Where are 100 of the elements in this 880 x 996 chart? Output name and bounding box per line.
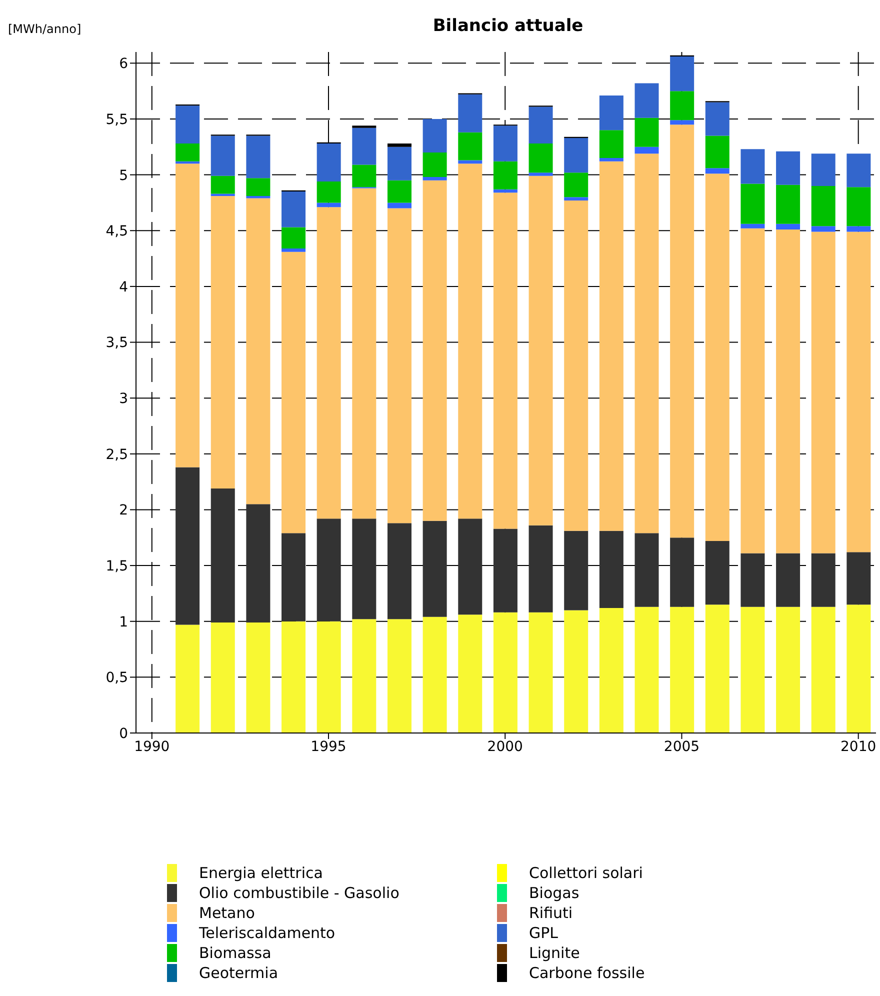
bar — [352, 128, 376, 165]
legend-label: Geotermia — [199, 964, 278, 982]
bar — [387, 208, 412, 524]
bar — [458, 94, 482, 132]
x-tick-label: 1995 — [310, 738, 346, 755]
y-tick-label: 4 — [119, 279, 128, 296]
bar — [740, 184, 765, 224]
bar — [776, 606, 800, 733]
bar — [740, 224, 765, 228]
legend-label: Biogas — [529, 884, 580, 902]
bar — [387, 146, 412, 180]
bar — [811, 154, 836, 186]
bar — [352, 518, 376, 620]
bar — [846, 552, 871, 605]
y-tick-label: 2,5 — [106, 446, 128, 463]
bar — [493, 192, 518, 529]
bar — [634, 83, 659, 118]
bar — [422, 152, 447, 178]
bar — [811, 226, 836, 232]
bar — [176, 164, 200, 468]
bar — [705, 136, 730, 168]
y-tick-label: 0,5 — [106, 670, 128, 686]
bar — [599, 530, 624, 608]
bar — [210, 196, 235, 489]
bar — [316, 518, 341, 622]
y-tick-label: 3 — [119, 391, 128, 408]
bar — [811, 186, 836, 226]
bar — [316, 202, 341, 208]
bar — [670, 56, 694, 92]
bar — [176, 144, 200, 162]
bar — [670, 91, 694, 120]
legend-label: Olio combustibile - Gasolio — [199, 884, 400, 902]
y-tick-label: 5,5 — [106, 112, 128, 128]
bar — [670, 606, 694, 733]
bar — [387, 523, 412, 620]
bar — [422, 177, 447, 180]
bar — [387, 202, 412, 208]
bar — [176, 106, 200, 144]
bar — [528, 612, 553, 733]
y-tick-label: 1,5 — [106, 558, 128, 575]
y-tick-label: 5 — [119, 168, 128, 184]
bar — [564, 200, 588, 531]
legend-label: Teleriscaldamento — [199, 924, 336, 942]
bar — [564, 530, 588, 610]
x-tick-label: 2010 — [840, 738, 876, 755]
bar — [387, 144, 412, 147]
bar — [246, 622, 270, 733]
y-tick-label: 4,5 — [106, 224, 128, 240]
bar — [422, 180, 447, 521]
bar — [387, 180, 412, 203]
bar — [422, 118, 447, 152]
legend-label: Carbone fossile — [529, 964, 645, 982]
x-tick-label: 1990 — [134, 738, 170, 755]
bar — [599, 130, 624, 158]
bar — [634, 118, 659, 147]
bar — [458, 132, 482, 160]
bar — [740, 149, 765, 184]
bar — [846, 154, 871, 188]
bar — [528, 525, 553, 612]
bar — [316, 207, 341, 519]
bar — [705, 540, 730, 605]
bar — [776, 224, 800, 230]
bar — [670, 124, 694, 538]
bar — [387, 619, 412, 733]
y-tick-label: 0 — [119, 726, 128, 742]
bar — [210, 488, 235, 622]
bar — [316, 182, 341, 203]
bar — [811, 606, 836, 733]
y-tick-label: 2 — [119, 502, 128, 519]
chart-title: Bilancio attuale — [432, 16, 584, 36]
bar — [564, 172, 588, 198]
bar — [846, 604, 871, 733]
legend-label: Energia elettrica — [199, 864, 323, 882]
y-tick-label: 1 — [119, 614, 128, 630]
bar — [210, 194, 235, 196]
y-tick-label: 3,5 — [106, 335, 128, 352]
bar — [599, 608, 624, 733]
bar — [458, 164, 482, 519]
bar — [564, 138, 588, 173]
bar — [740, 228, 765, 554]
bar — [493, 528, 518, 612]
bar — [811, 553, 836, 607]
bar — [422, 520, 447, 617]
bar — [634, 606, 659, 733]
legend-label: Collettori solari — [529, 864, 643, 882]
bar — [176, 467, 200, 625]
bar — [316, 144, 341, 182]
bar — [176, 624, 200, 733]
bar — [670, 120, 694, 125]
bar — [493, 161, 518, 190]
bar — [705, 168, 730, 174]
bar — [352, 188, 376, 519]
bar — [493, 126, 518, 162]
bar — [776, 230, 800, 554]
bar — [634, 533, 659, 607]
legend-label: Rifiuti — [529, 904, 573, 922]
bar — [282, 533, 306, 622]
bar — [705, 604, 730, 733]
bar — [282, 227, 306, 248]
bar — [246, 198, 270, 504]
